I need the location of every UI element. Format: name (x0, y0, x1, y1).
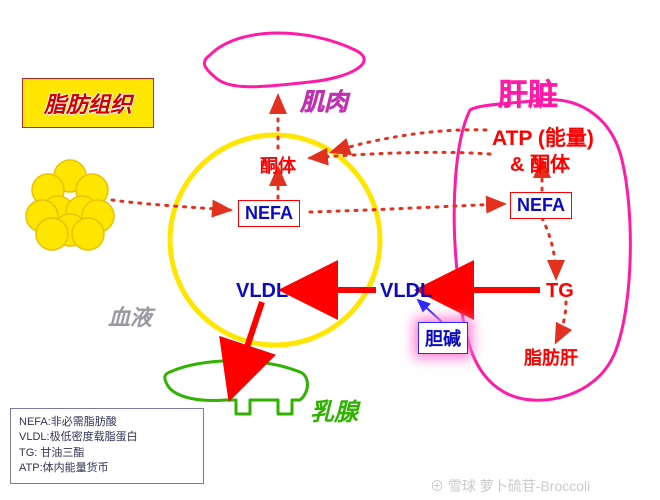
label-tg: TG (546, 280, 574, 303)
label-vldl_out: VLDL (380, 280, 432, 303)
legend-line-1: VLDL:极低密度载脂蛋白 (19, 430, 195, 445)
watermark-text: ⊕ 雪球 萝卜硫苷-Broccoli (430, 476, 590, 496)
label-muscle: 肌肉 (300, 82, 348, 117)
legend-line-0: NEFA:非必需脂肪酸 (19, 415, 195, 430)
node-nefa_liver: NEFA (510, 192, 572, 219)
label-mammary: 乳腺 (310, 392, 358, 427)
legend-box: NEFA:非必需脂肪酸VLDL:极低密度载脂蛋白TG: 甘油三酯ATP:体内能量… (10, 408, 204, 484)
node-choline: 胆碱 (418, 322, 468, 354)
watermark-content: ⊕ 雪球 萝卜硫苷-Broccoli (430, 478, 590, 494)
label-liver: 肝脏 (498, 70, 558, 114)
adipose-tissue-text: 脂肪组织 (44, 87, 132, 119)
legend-line-2: TG: 甘油三酯 (19, 446, 195, 461)
adipose-tissue-title: 脂肪组织 (22, 78, 154, 128)
node-nefa_blood: NEFA (238, 200, 300, 227)
label-fatliver: 脂肪肝 (524, 344, 578, 370)
label-and_kb: & 酮体 (510, 148, 570, 177)
label-ketone: 酮体 (260, 152, 296, 178)
label-vldl_in: VLDL (236, 280, 288, 303)
diagram-stage: 脂肪组织 肌肉肝脏ATP (能量)& 酮体酮体VLDLVLDLTG脂肪肝血液乳腺… (0, 0, 660, 500)
label-blood: 血液 (108, 300, 152, 332)
legend-line-3: ATP:体内能量货币 (19, 461, 195, 476)
